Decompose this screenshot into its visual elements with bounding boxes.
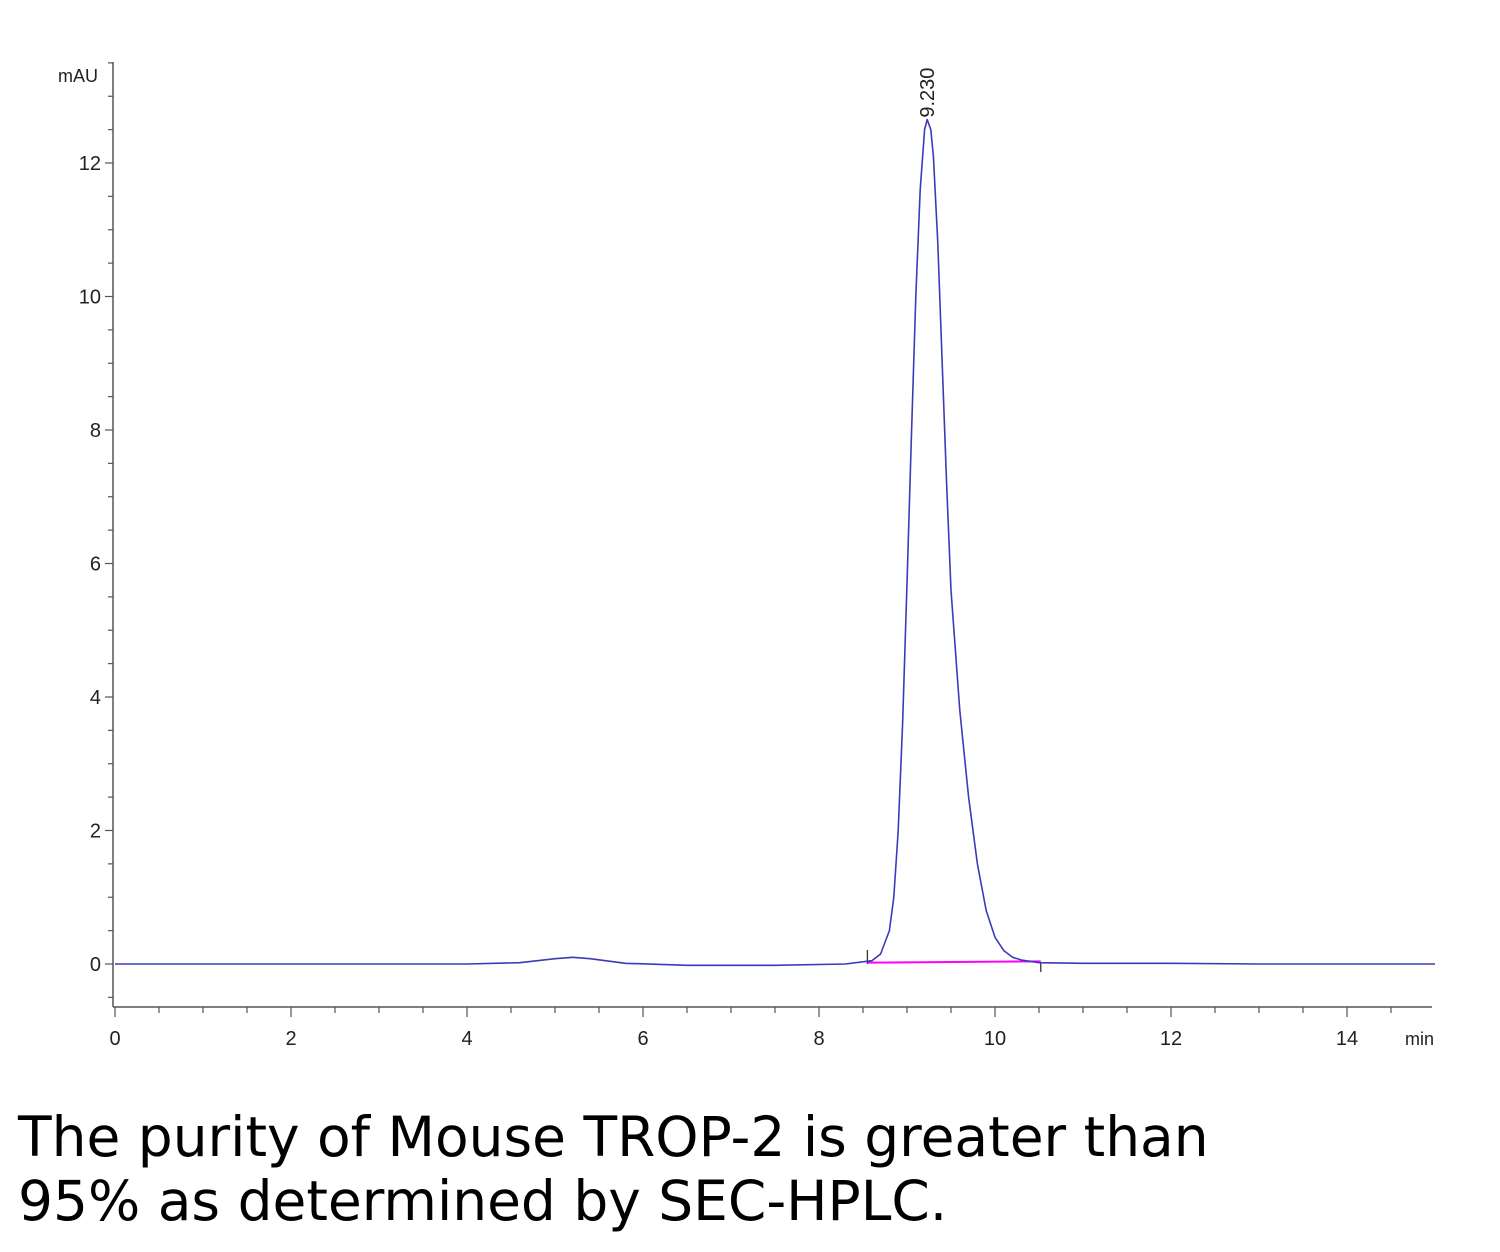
chromatogram-trace bbox=[115, 118, 1435, 967]
y-axis-unit: mAU bbox=[58, 66, 98, 86]
x-axis-unit: min bbox=[1405, 1029, 1434, 1049]
caption-line-2: 95% as determined by SEC-HPLC. bbox=[18, 1169, 948, 1233]
x-tick-label: 8 bbox=[813, 1028, 824, 1050]
integration-baseline bbox=[867, 960, 1041, 964]
y-tick-label: 12 bbox=[79, 153, 101, 175]
figure-caption: The purity of Mouse TROP-2 is greater th… bbox=[18, 1105, 1478, 1233]
y-tick-label: 6 bbox=[90, 554, 101, 576]
x-tick-label: 14 bbox=[1336, 1028, 1358, 1050]
y-tick-label: 0 bbox=[90, 954, 101, 976]
peak-retention-label: 9.230 bbox=[917, 68, 939, 118]
chromatogram-chart: 0 2 4 6 8 10 12 mAU 0 2 4 6 8 10 12 14 min 9.230 bbox=[58, 62, 1435, 1050]
chart-marks: 9.230 bbox=[115, 68, 1435, 972]
axes: 0 2 4 6 8 10 12 mAU 0 2 4 6 8 10 12 14 min bbox=[58, 62, 1434, 1050]
caption-line-1: The purity of Mouse TROP-2 is greater th… bbox=[18, 1105, 1209, 1169]
x-tick-label: 0 bbox=[109, 1028, 120, 1050]
x-tick-label: 2 bbox=[285, 1028, 296, 1050]
x-tick-label: 12 bbox=[1160, 1028, 1182, 1050]
x-tick-label: 6 bbox=[637, 1028, 648, 1050]
y-tick-label: 4 bbox=[90, 687, 101, 709]
y-tick-label: 2 bbox=[90, 821, 101, 843]
y-tick-label: 10 bbox=[79, 287, 101, 309]
y-tick-label: 8 bbox=[90, 420, 101, 442]
x-tick-label: 10 bbox=[984, 1028, 1006, 1050]
x-tick-label: 4 bbox=[461, 1028, 472, 1050]
